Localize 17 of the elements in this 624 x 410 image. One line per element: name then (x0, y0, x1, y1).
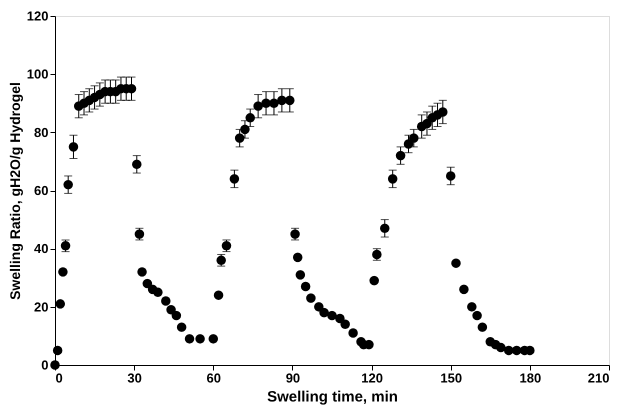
x-tick-label: 0 (56, 370, 63, 386)
y-tick-label: 60 (34, 183, 48, 198)
y-tick-label: 40 (34, 241, 48, 256)
x-tick-label: 210 (588, 370, 610, 386)
x-tick-label: 30 (127, 370, 142, 386)
x-axis-title: Swelling time, min (267, 388, 398, 406)
x-tick-label: 60 (206, 370, 222, 386)
x-tick-label: 120 (361, 370, 383, 386)
x-tick-label: 150 (440, 370, 462, 386)
y-tick-label: 20 (34, 299, 48, 314)
y-axis-title: Swelling Ratio, gH2O/g Hydrogel (6, 82, 23, 300)
x-tick-label: 180 (520, 370, 542, 386)
y-tick-label: 0 (41, 358, 48, 372)
y-tick-label: 100 (26, 66, 48, 82)
x-tick-label: 90 (286, 370, 300, 386)
y-tick-label: 120 (26, 8, 48, 24)
y-tick-label: 80 (34, 124, 48, 140)
